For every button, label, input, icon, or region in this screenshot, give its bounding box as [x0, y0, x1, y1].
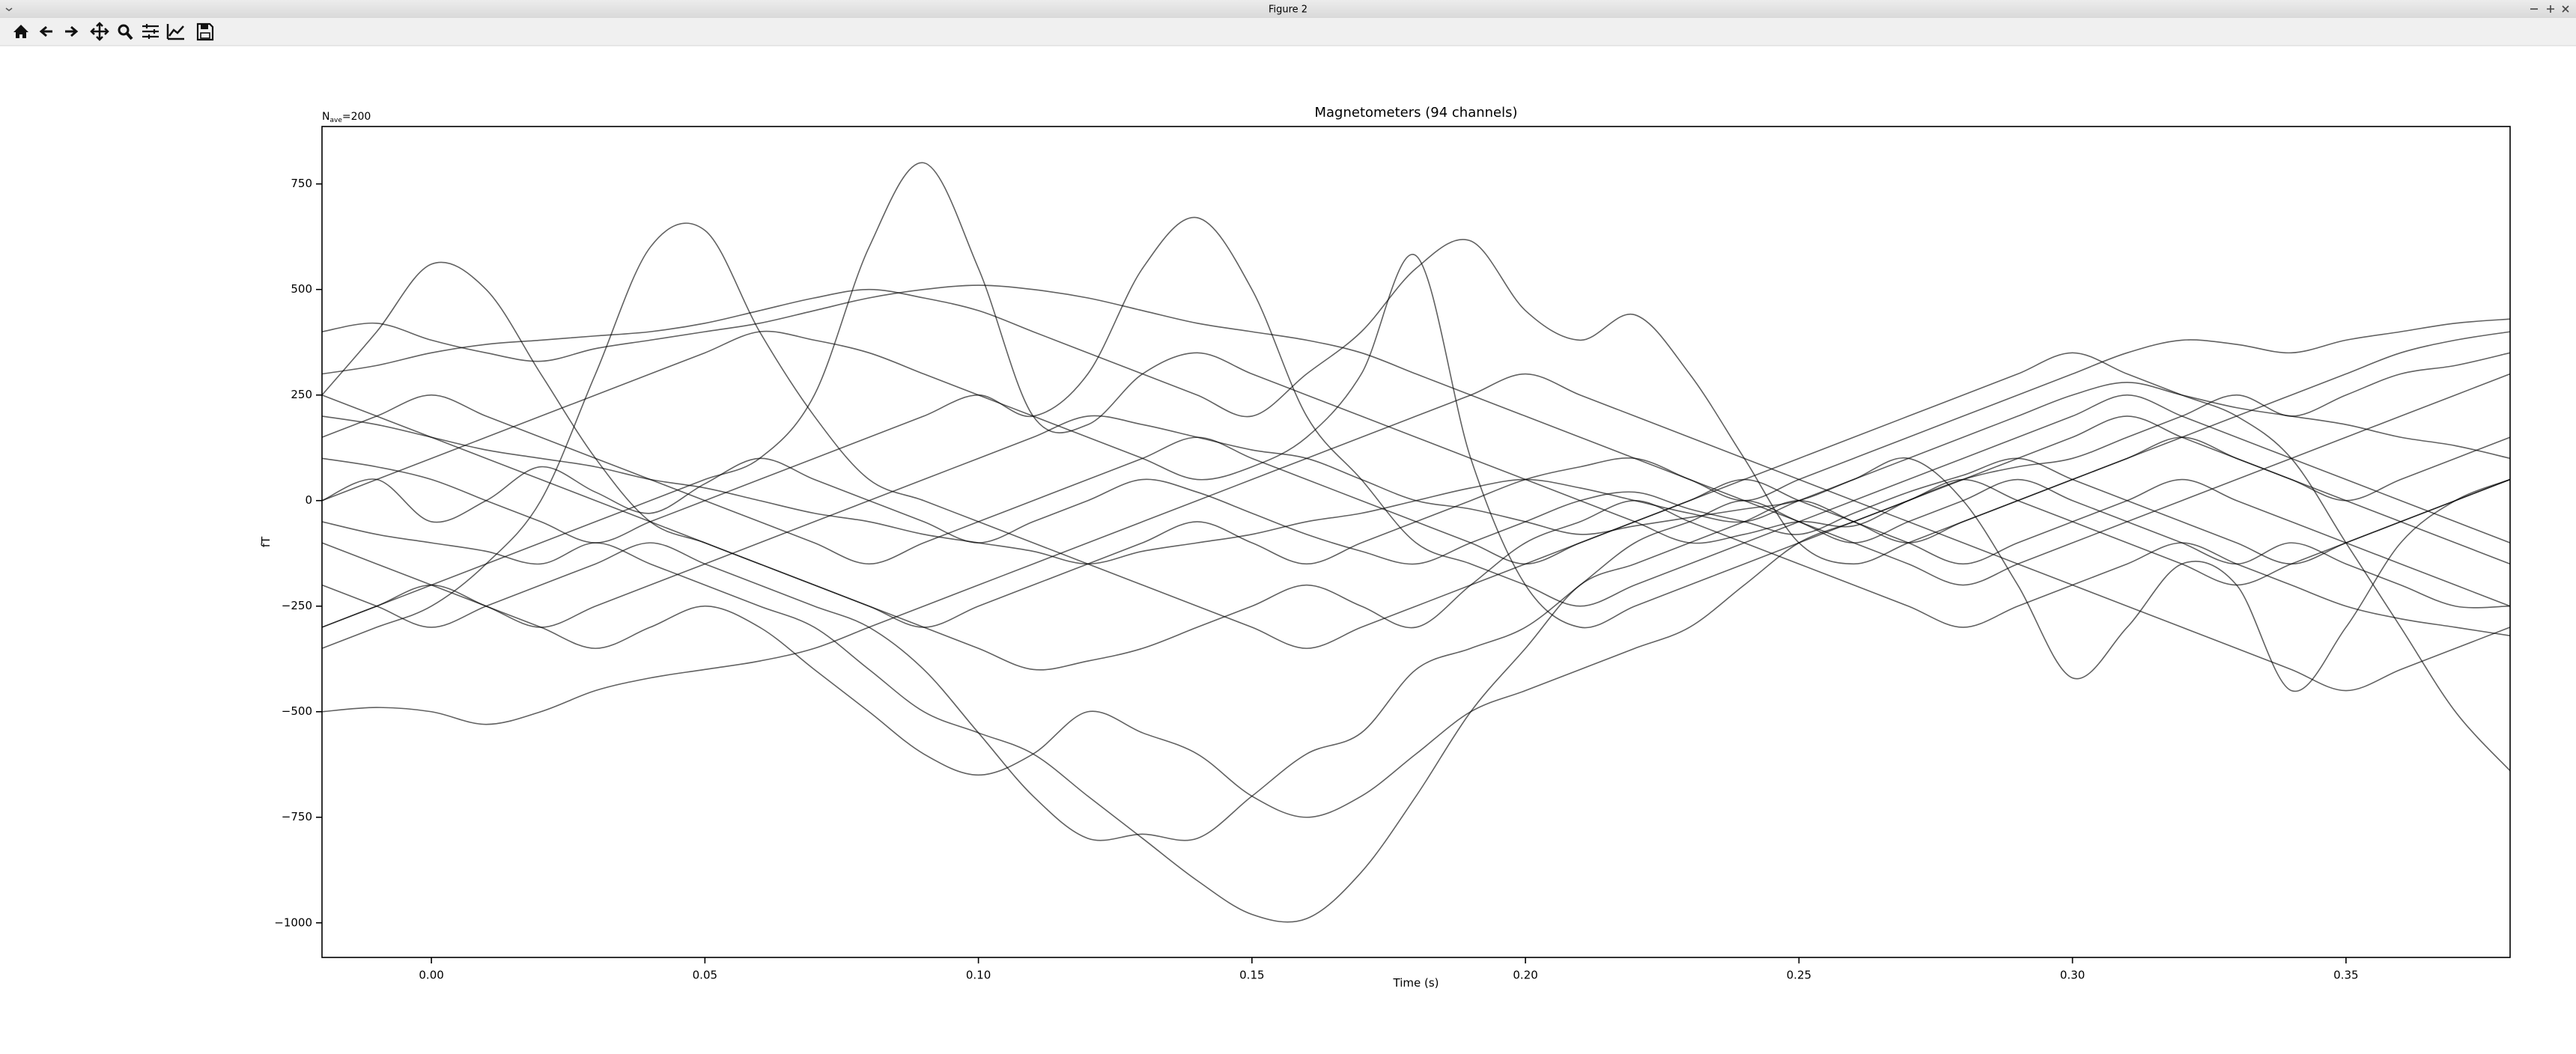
y-tick-label: −750 — [282, 810, 312, 823]
y-tick-label: −250 — [282, 599, 312, 612]
save-button[interactable] — [196, 22, 214, 41]
home-button[interactable] — [13, 25, 28, 38]
channel-trace — [322, 254, 2510, 629]
y-tick-label: −1000 — [274, 916, 312, 929]
window-menu[interactable] — [5, 7, 13, 11]
channel-trace — [322, 261, 2510, 628]
channel-trace — [322, 373, 2510, 841]
back-button[interactable] — [39, 25, 52, 37]
channel-trace — [322, 284, 2510, 502]
edit-axes-button[interactable] — [166, 24, 184, 40]
channel-trace — [322, 415, 2510, 692]
channel-trace — [322, 394, 2510, 671]
x-axis-label: Time (s) — [1393, 976, 1439, 990]
traces — [322, 162, 2510, 923]
channel-trace — [322, 436, 2510, 923]
x-tick-label: 0.35 — [2333, 969, 2358, 982]
x-tick-label: 0.15 — [1239, 969, 1264, 982]
toolbar — [0, 18, 2576, 46]
nave-subscript: ave — [329, 117, 342, 124]
y-tick-label: 750 — [291, 177, 312, 190]
x-tick-label: 0.10 — [966, 969, 991, 982]
nave-value: =200 — [342, 111, 371, 123]
nave-symbol: N — [322, 111, 329, 123]
channel-trace — [322, 239, 2510, 565]
forward-button[interactable] — [65, 25, 79, 37]
x-tick-label: 0.30 — [2060, 969, 2085, 982]
y-tick-label: 0 — [305, 493, 312, 507]
zoom-button[interactable] — [118, 24, 133, 40]
close-button[interactable] — [2562, 5, 2569, 13]
title-bar — [0, 0, 2576, 18]
y-tick-label: −500 — [282, 704, 312, 718]
axes-frame — [321, 126, 2511, 958]
x-tick-label: 0.00 — [419, 969, 443, 982]
channel-trace — [322, 478, 2510, 818]
channel-trace — [322, 373, 2510, 725]
channel-trace — [322, 162, 2510, 628]
x-tick-label: 0.20 — [1513, 969, 1537, 982]
y-tick-label: 250 — [291, 388, 312, 401]
channel-trace — [322, 381, 2510, 628]
y-axis-label: fT — [259, 536, 273, 547]
pan-button[interactable] — [90, 22, 109, 41]
maximize-button[interactable] — [2547, 5, 2554, 13]
chart-title: Magnetometers (94 channels) — [1314, 105, 1517, 121]
x-tick-label: 0.05 — [693, 969, 717, 982]
y-tick-label: 500 — [291, 282, 312, 296]
plot-area — [322, 127, 2510, 957]
configure-button[interactable] — [142, 24, 159, 39]
window-title: Figure 2 — [1269, 4, 1307, 16]
x-tick-label: 0.25 — [1787, 969, 1811, 982]
channel-trace — [322, 457, 2510, 565]
nave-annotation: Nave=200 — [322, 111, 371, 124]
